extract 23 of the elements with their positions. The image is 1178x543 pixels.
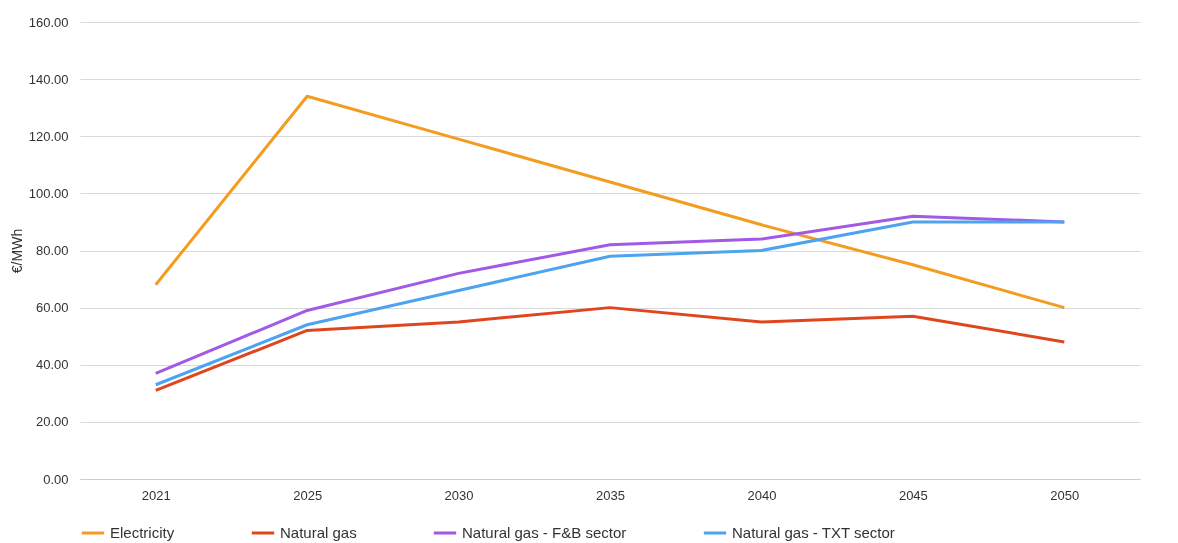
x-tick-label: 2025 xyxy=(293,487,323,503)
legend-label: Electricity xyxy=(110,524,175,541)
y-tick-label: 40.00 xyxy=(35,357,69,373)
y-tick-label: 0.00 xyxy=(43,471,69,487)
line-series xyxy=(154,94,1066,310)
y-tick-label: 160.00 xyxy=(28,14,69,30)
legend-label: Natural gas xyxy=(280,524,357,541)
y-tick-label: 100.00 xyxy=(28,185,69,201)
x-tick-label: 2035 xyxy=(596,487,625,503)
y-tick-label: 140.00 xyxy=(28,71,69,87)
x-tick-label: 2030 xyxy=(444,487,474,503)
line-series xyxy=(154,306,1066,392)
legend-label: Natural gas - TXT sector xyxy=(732,524,895,541)
y-tick-label: 80.00 xyxy=(35,243,69,258)
x-tick-label: 2040 xyxy=(747,487,777,503)
x-tick-label: 2021 xyxy=(141,487,171,503)
y-tick-label: 20.00 xyxy=(35,414,69,430)
x-tick-label: 2045 xyxy=(898,487,928,503)
y-tick-label: 120.00 xyxy=(28,128,69,144)
y-tick-label: 60.00 xyxy=(35,300,69,316)
legend-label: Natural gas - F&B sector xyxy=(462,524,627,541)
y-axis-title: €/MWh xyxy=(8,228,25,274)
x-tick-label: 2050 xyxy=(1050,487,1080,503)
